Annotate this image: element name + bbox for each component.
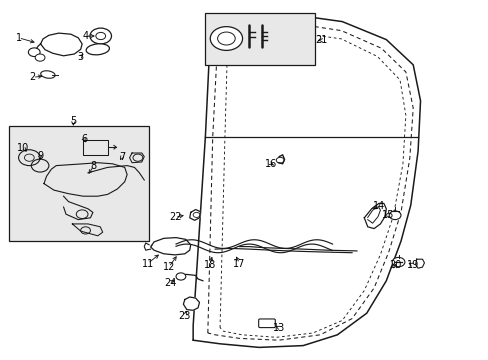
Text: 5: 5 <box>70 116 76 126</box>
Text: 16: 16 <box>264 159 277 169</box>
Text: 10: 10 <box>17 143 30 153</box>
Circle shape <box>133 154 142 161</box>
Polygon shape <box>41 33 82 56</box>
Text: 6: 6 <box>81 134 87 144</box>
Ellipse shape <box>86 44 109 55</box>
Bar <box>9 126 149 241</box>
Text: 2: 2 <box>30 72 36 82</box>
Circle shape <box>391 257 404 267</box>
Bar <box>83 140 107 155</box>
Text: 22: 22 <box>168 212 181 222</box>
Polygon shape <box>415 259 424 268</box>
Polygon shape <box>364 203 386 229</box>
Text: 9: 9 <box>37 150 43 161</box>
Text: 17: 17 <box>233 258 245 269</box>
Circle shape <box>176 273 185 280</box>
Circle shape <box>210 27 242 50</box>
Text: 19: 19 <box>406 260 419 270</box>
Text: 3: 3 <box>78 51 83 62</box>
Circle shape <box>388 211 400 220</box>
Bar <box>205 13 315 65</box>
Text: 4: 4 <box>82 31 88 41</box>
Text: 20: 20 <box>388 260 401 270</box>
Text: 18: 18 <box>203 260 216 270</box>
FancyBboxPatch shape <box>258 319 275 328</box>
Polygon shape <box>183 297 199 310</box>
Text: 24: 24 <box>163 278 176 288</box>
Text: 14: 14 <box>372 201 385 211</box>
Text: 1: 1 <box>16 33 21 43</box>
Ellipse shape <box>41 71 55 78</box>
Text: 12: 12 <box>162 262 175 272</box>
Text: 21: 21 <box>314 35 327 45</box>
Text: 8: 8 <box>91 161 97 171</box>
Text: 23: 23 <box>178 311 191 321</box>
Text: 13: 13 <box>272 323 285 333</box>
Text: 15: 15 <box>381 210 394 220</box>
Circle shape <box>90 28 111 44</box>
Circle shape <box>35 54 45 61</box>
Polygon shape <box>150 238 190 255</box>
Text: 11: 11 <box>141 258 154 269</box>
Polygon shape <box>189 210 200 220</box>
Circle shape <box>28 48 40 57</box>
Text: 7: 7 <box>119 152 125 162</box>
